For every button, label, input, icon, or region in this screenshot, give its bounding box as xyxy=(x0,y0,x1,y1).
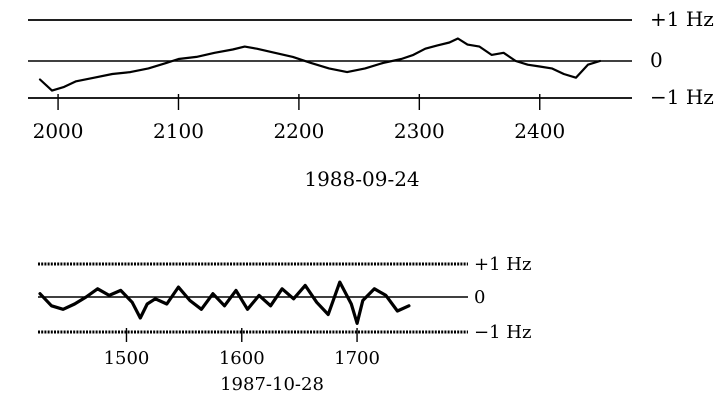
x-tick-label: 1600 xyxy=(219,348,265,369)
chart-caption: 1987-10-28 xyxy=(220,374,324,395)
series-line xyxy=(38,37,602,92)
reference-line-label: 0 xyxy=(650,48,663,72)
reference-line-label: −1 Hz xyxy=(650,85,714,109)
bottom-chart: +1 Hz 0 −1 Hz 1500 1600 1700 1987-10-28 xyxy=(38,254,531,395)
x-tick-label: 2100 xyxy=(153,119,204,143)
x-tick-label: 2200 xyxy=(273,119,324,143)
x-tick-label: 2000 xyxy=(33,119,84,143)
chart-caption: 1988-09-24 xyxy=(304,167,419,191)
reference-line-label: −1 Hz xyxy=(474,322,531,343)
series-line xyxy=(38,280,411,325)
x-tick-label: 2400 xyxy=(514,119,565,143)
x-tick-label: 1700 xyxy=(334,348,380,369)
x-tick-label: 2300 xyxy=(394,119,445,143)
x-tick-label: 1500 xyxy=(104,348,150,369)
reference-line-label: +1 Hz xyxy=(650,7,714,31)
reference-line-label: 0 xyxy=(474,287,485,308)
top-chart: +1 Hz 0 −1 Hz 2000 2100 2200 2300 2400 1988-09-2… xyxy=(28,7,714,191)
reference-line-label: +1 Hz xyxy=(474,254,531,275)
